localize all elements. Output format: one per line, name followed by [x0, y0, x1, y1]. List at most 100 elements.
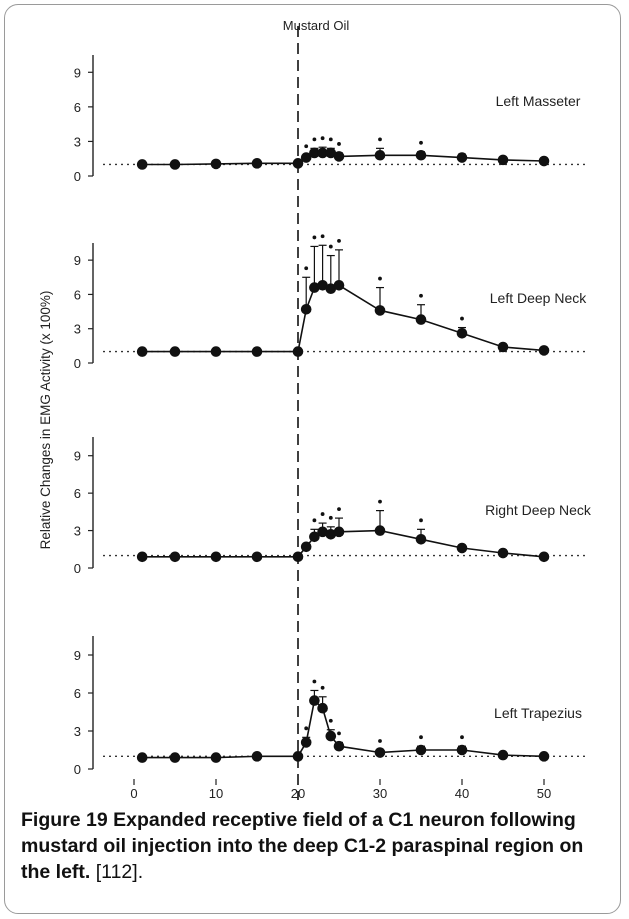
left-trapezius-data-point	[333, 740, 345, 752]
left-masseter-data-point	[251, 158, 263, 169]
left-trapezius-data-point	[415, 744, 427, 756]
left-masseter-significance-mark	[378, 137, 382, 142]
left-deep-neck-data-point	[210, 346, 222, 357]
x-tick-label: 30	[373, 786, 387, 800]
x-tick-label: 50	[537, 786, 551, 800]
left-masseter-data-point	[325, 147, 337, 159]
left-trapezius-data-point	[325, 730, 337, 742]
right-deep-neck-data-point	[538, 551, 550, 563]
right-deep-neck-data-point	[251, 551, 263, 563]
left-deep-neck-series-line	[142, 284, 545, 353]
right-deep-neck-data-point	[292, 551, 304, 563]
left-trapezius-significance-mark	[328, 718, 333, 723]
right-deep-neck-panel-label: Right Deep Neck	[485, 502, 592, 518]
left-deep-neck-significance-mark	[304, 266, 309, 271]
left-masseter-y-tick-label: 0	[74, 169, 81, 184]
right-deep-neck-y-tick-label: 6	[74, 486, 81, 501]
x-tick-label: 0	[130, 786, 137, 800]
left-deep-neck-y-tick-label: 6	[74, 287, 81, 302]
emg-chart: Mustard Oil 0 3 6 9 Left Masseter 0 3 6 9 Left Dee…	[38, 18, 592, 800]
caption-text: Expanded receptive field of a C1 neuron …	[21, 809, 584, 883]
left-masseter-data-point	[210, 158, 222, 170]
left-trapezius-data-point	[497, 749, 509, 761]
left-deep-neck-data-point	[538, 345, 550, 356]
left-masseter-significance-mark	[419, 140, 423, 145]
right-deep-neck-significance-mark	[320, 512, 325, 516]
left-trapezius-data-point	[309, 695, 320, 706]
right-deep-neck-data-point	[497, 547, 509, 559]
left-trapezius-data-point	[538, 751, 550, 762]
left-trapezius-significance-mark	[419, 735, 423, 740]
left-trapezius-data-point	[300, 737, 312, 748]
left-trapezius-data-point	[374, 747, 386, 758]
left-deep-neck-data-point	[169, 346, 181, 357]
left-masseter-data-point	[415, 149, 427, 161]
left-deep-neck-significance-mark	[378, 276, 382, 281]
left-masseter-y-tick-label: 6	[74, 100, 81, 115]
left-deep-neck-data-point	[251, 346, 263, 357]
left-deep-neck-data-point	[300, 303, 312, 315]
right-deep-neck-y-tick-label: 0	[74, 561, 81, 576]
left-deep-neck-y-tick-label: 0	[74, 356, 81, 371]
left-deep-neck-significance-mark	[337, 238, 341, 243]
right-deep-neck-data-point	[309, 531, 320, 543]
right-deep-neck-data-point	[169, 551, 181, 563]
x-tick-label: 20	[291, 786, 305, 800]
caption-reference: [112].	[95, 861, 144, 883]
left-trapezius-data-point	[169, 752, 181, 763]
left-trapezius-y-tick-label: 0	[74, 762, 81, 777]
right-deep-neck-data-point	[210, 551, 222, 563]
left-masseter-data-point	[374, 149, 386, 161]
left-trapezius-data-point	[136, 752, 148, 763]
left-deep-neck-significance-mark	[460, 316, 464, 321]
y-axis-label: Relative Changes in EMG Activity (x 100%…	[38, 291, 53, 550]
right-deep-neck-data-point	[325, 529, 337, 540]
left-masseter-significance-mark	[320, 136, 325, 141]
left-deep-neck-data-point	[333, 279, 345, 291]
right-deep-neck-data-point	[136, 551, 148, 563]
left-masseter-data-point	[333, 151, 345, 162]
left-trapezius-significance-mark	[378, 739, 382, 743]
left-deep-neck-significance-mark	[328, 244, 333, 249]
left-masseter-significance-mark	[337, 142, 341, 146]
left-deep-neck-significance-mark	[312, 235, 317, 240]
left-trapezius-significance-mark	[304, 726, 309, 731]
left-masseter-significance-mark	[328, 137, 333, 142]
caption-label: Figure 19	[21, 809, 108, 831]
left-masseter-data-point	[136, 159, 148, 170]
left-trapezius-significance-mark	[320, 685, 325, 690]
left-masseter-data-point	[300, 152, 312, 163]
left-deep-neck-data-point	[325, 283, 337, 295]
left-deep-neck-data-point	[456, 327, 468, 339]
left-deep-neck-panel-label: Left Deep Neck	[490, 290, 587, 306]
left-trapezius-data-point	[251, 751, 263, 762]
left-trapezius-y-tick-label: 9	[74, 648, 81, 663]
right-deep-neck-y-tick-label: 9	[74, 449, 81, 464]
right-deep-neck-data-point	[300, 541, 312, 553]
right-deep-neck-significance-mark	[337, 507, 341, 511]
left-masseter-data-point	[292, 158, 304, 169]
left-trapezius-data-point	[317, 702, 328, 714]
left-masseter-data-point	[497, 154, 509, 166]
right-deep-neck-significance-mark	[419, 518, 423, 523]
left-deep-neck-y-tick-label: 9	[74, 253, 81, 268]
left-trapezius-y-tick-label: 3	[74, 724, 81, 739]
figure-caption: Figure 19 Expanded receptive field of a …	[21, 807, 613, 885]
right-deep-neck-data-point	[415, 534, 427, 545]
left-deep-neck-data-point	[497, 341, 509, 353]
left-masseter-data-point	[309, 147, 320, 159]
left-masseter-panel-label: Left Masseter	[496, 93, 581, 109]
right-deep-neck-significance-mark	[312, 518, 317, 523]
right-deep-neck-y-tick-label: 3	[74, 524, 81, 539]
left-deep-neck-data-point	[415, 314, 427, 325]
left-masseter-data-point	[317, 147, 328, 159]
left-deep-neck-data-point	[292, 346, 304, 357]
left-deep-neck-data-point	[136, 346, 148, 357]
left-masseter-y-tick-label: 3	[74, 134, 81, 149]
left-trapezius-y-tick-label: 6	[74, 686, 81, 701]
left-trapezius-panel-label: Left Trapezius	[494, 705, 582, 721]
left-deep-neck-data-point	[309, 282, 320, 293]
left-deep-neck-significance-mark	[419, 293, 423, 298]
left-trapezius-significance-mark	[312, 679, 317, 684]
left-masseter-data-point	[538, 155, 550, 167]
